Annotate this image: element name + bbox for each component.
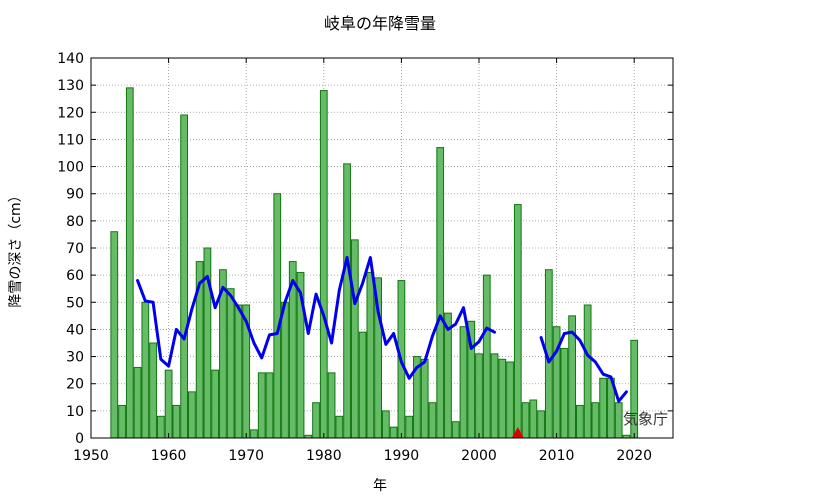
- bar: [164, 369, 173, 439]
- bar: [350, 239, 359, 439]
- y-tick-label: 20: [66, 377, 84, 393]
- bar: [118, 404, 126, 439]
- x-axis-label: 年: [373, 478, 387, 494]
- bar: [250, 429, 258, 439]
- bar: [265, 372, 274, 439]
- y-tick-label: 100: [57, 160, 84, 176]
- bar: [482, 274, 491, 439]
- bar: [490, 353, 499, 439]
- bar: [149, 342, 157, 439]
- bar: [133, 366, 142, 439]
- y-tick-label: 10: [66, 404, 84, 420]
- bar: [506, 361, 514, 439]
- bar: [614, 402, 623, 439]
- x-tick-label: 2010: [539, 448, 575, 464]
- y-axis-ticks: 0 10 20 30 40 50 60 70 80 90 100 110 120 130 140: [57, 51, 673, 447]
- bar: [444, 312, 452, 439]
- bar: [156, 415, 165, 439]
- bar: [576, 404, 584, 439]
- bar: [498, 358, 507, 439]
- x-tick-label: 2020: [616, 448, 652, 464]
- bar: [327, 372, 336, 439]
- bar: [529, 399, 538, 439]
- bar: [257, 372, 266, 439]
- bar: [343, 163, 351, 439]
- bar: [591, 402, 600, 439]
- x-tick-label: 1970: [228, 448, 264, 464]
- bar: [599, 377, 608, 439]
- y-tick-label: 0: [75, 431, 84, 447]
- bar: [436, 147, 445, 439]
- y-tick-label: 140: [57, 51, 84, 67]
- station-relocation-marker: [511, 427, 524, 438]
- x-tick-label: 2000: [461, 448, 497, 464]
- y-tick-label: 110: [57, 132, 84, 148]
- bar: [382, 410, 390, 439]
- bar: [226, 288, 235, 439]
- y-tick-label: 50: [66, 295, 84, 311]
- bar: [273, 193, 282, 439]
- x-tick-label: 1950: [73, 448, 109, 464]
- y-axis-label: 降雪の深さ（cm）: [8, 188, 24, 307]
- bar: [141, 301, 150, 439]
- bar: [234, 304, 243, 439]
- bar: [172, 404, 181, 439]
- bar: [420, 358, 429, 439]
- bar: [211, 369, 220, 439]
- moving-average-line: [539, 330, 628, 403]
- bar: [110, 231, 119, 439]
- x-axis-ticks: 1950 1960 1970 1980 1990 2000 2010 2020: [73, 58, 652, 464]
- y-tick-label: 90: [66, 187, 84, 203]
- bar: [319, 90, 328, 439]
- bar: [358, 331, 367, 439]
- bar: [459, 326, 468, 439]
- bar: [312, 402, 320, 439]
- bar: [405, 415, 414, 439]
- bar: [537, 410, 545, 439]
- bar: [475, 353, 483, 439]
- chart-title: 岐阜の年降雪量: [324, 14, 436, 33]
- y-tick-label: 130: [57, 78, 84, 94]
- moving-average-line: [136, 256, 497, 380]
- bar: [428, 402, 437, 439]
- bar: [451, 421, 460, 439]
- bar: [583, 304, 592, 439]
- y-tick-label: 60: [66, 268, 84, 284]
- bar: [513, 204, 522, 439]
- bar: [180, 114, 189, 439]
- bar: [188, 391, 196, 439]
- source-label: 気象庁: [623, 410, 668, 428]
- y-tick-label: 40: [66, 322, 84, 338]
- bar: [560, 347, 569, 439]
- moving-average-lines: [136, 256, 628, 403]
- bar: [281, 301, 289, 439]
- bar: [335, 415, 344, 439]
- bar: [389, 426, 398, 439]
- x-tick-label: 1980: [306, 448, 342, 464]
- y-tick-label: 30: [66, 350, 84, 366]
- x-tick-label: 1960: [151, 448, 187, 464]
- x-tick-label: 1990: [384, 448, 420, 464]
- bar: [125, 87, 134, 439]
- y-tick-label: 120: [57, 105, 84, 121]
- y-tick-label: 70: [66, 241, 84, 257]
- y-tick-label: 80: [66, 214, 84, 230]
- bar: [521, 402, 530, 439]
- bar: [366, 271, 375, 439]
- markers: [511, 427, 524, 438]
